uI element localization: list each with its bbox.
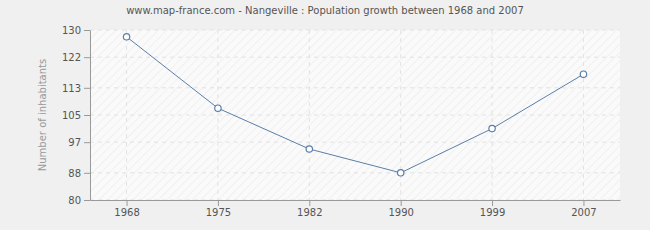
tick: 97 xyxy=(68,137,90,148)
grid-line xyxy=(309,30,310,200)
grid xyxy=(90,30,620,200)
grid-line xyxy=(90,57,620,58)
axis-line xyxy=(91,200,621,201)
tick: 122 xyxy=(62,52,90,63)
tick: 1990 xyxy=(388,200,413,218)
tick-mark xyxy=(218,200,219,206)
tick-label: 1968 xyxy=(114,207,139,218)
plot: 80 88 97 105 113 122 130 1968 1975 1982 1990 1999 20… xyxy=(62,25,621,218)
grid-line xyxy=(90,172,620,173)
tick-label: 105 xyxy=(62,110,81,121)
tick-label: 80 xyxy=(68,195,81,206)
y-axis-title: Number of inhabitants xyxy=(37,59,48,171)
tick-label: 1975 xyxy=(206,207,231,218)
marker xyxy=(580,71,586,77)
tick-label: 1999 xyxy=(480,207,505,218)
tick-label: 2007 xyxy=(571,207,596,218)
tick: 2007 xyxy=(571,200,596,218)
tick-label: 130 xyxy=(62,25,81,36)
tick-mark xyxy=(127,200,128,206)
tick-label: 122 xyxy=(62,52,81,63)
y-axis: 80 88 97 105 113 122 130 xyxy=(62,25,91,206)
grid-line xyxy=(126,30,127,200)
marker xyxy=(397,170,403,176)
grid-line xyxy=(492,30,493,200)
tick-mark xyxy=(583,200,584,206)
axis-line xyxy=(90,31,91,201)
tick: 130 xyxy=(62,25,90,36)
grid-line xyxy=(90,115,620,116)
x-axis: 1968 1975 1982 1990 1999 2007 xyxy=(91,200,621,218)
grid-line xyxy=(90,87,620,88)
grid-line xyxy=(90,142,620,143)
tick-label: 88 xyxy=(68,168,81,179)
marker xyxy=(489,125,495,131)
line xyxy=(127,37,584,173)
tick-label: 1982 xyxy=(297,207,322,218)
tick-label: 113 xyxy=(62,83,81,94)
tick: 80 xyxy=(68,195,90,206)
tick-mark xyxy=(84,115,90,116)
series xyxy=(123,34,586,176)
tick: 1975 xyxy=(206,200,231,218)
tick-label: 1990 xyxy=(388,207,413,218)
tick-label: 97 xyxy=(68,137,81,148)
tick-mark xyxy=(84,142,90,143)
tick: 1999 xyxy=(480,200,505,218)
marker xyxy=(306,146,312,152)
tick-mark xyxy=(84,88,90,89)
tick-mark xyxy=(492,200,493,206)
tick: 1982 xyxy=(297,200,322,218)
tick-mark xyxy=(309,200,310,206)
tick-mark xyxy=(84,173,90,174)
grid-line xyxy=(217,30,218,200)
marker xyxy=(123,34,129,40)
grid-line xyxy=(90,30,620,31)
grid-line xyxy=(583,30,584,200)
tick-mark xyxy=(401,200,402,206)
grid-line xyxy=(90,200,620,201)
tick-mark xyxy=(84,30,90,31)
plot-background xyxy=(90,30,620,200)
tick: 88 xyxy=(68,168,90,179)
tick: 113 xyxy=(62,83,90,94)
tick: 105 xyxy=(62,110,90,121)
marker xyxy=(215,105,221,111)
tick: 1968 xyxy=(114,200,139,218)
chart: 80 88 97 105 113 122 130 1968 1975 1982 1990 1999 20… xyxy=(0,0,650,230)
title: www.map-france.com - Nangeville : Popula… xyxy=(126,5,524,16)
tick-mark xyxy=(84,57,90,58)
tick-mark xyxy=(84,200,90,201)
